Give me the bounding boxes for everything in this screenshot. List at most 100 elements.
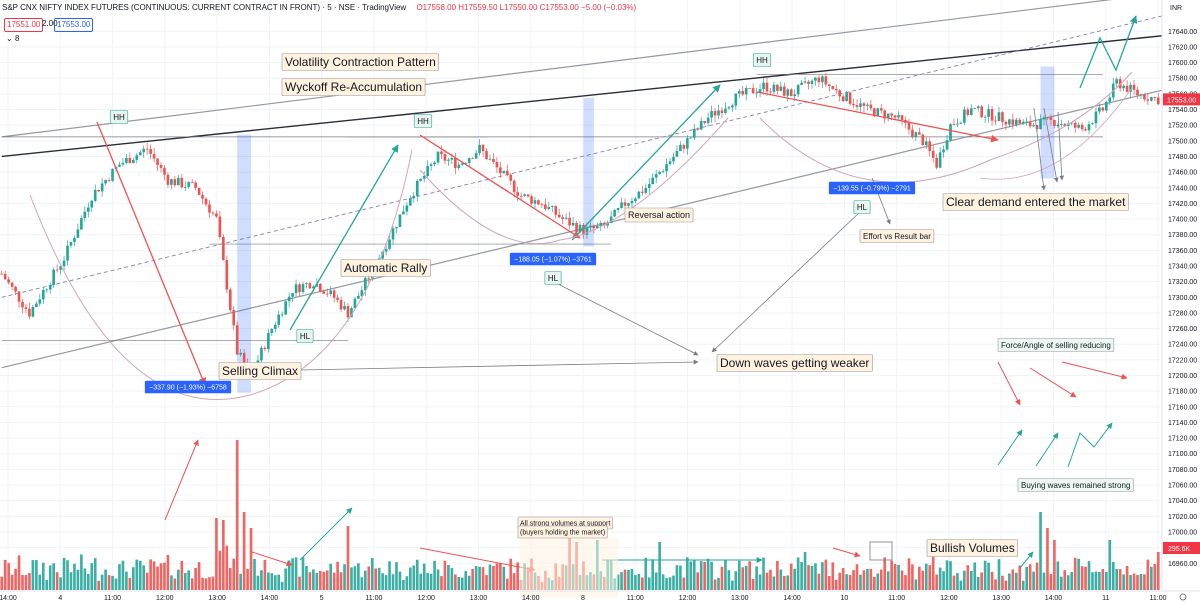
volume-bar <box>183 573 187 590</box>
automatic-rally-label: Automatic Rally <box>340 259 431 277</box>
candle-body <box>187 182 191 187</box>
time-tick-label: 13:00 <box>208 595 226 602</box>
candle-body <box>990 109 994 121</box>
indicator-toggle[interactable]: ⌄ 8 <box>4 33 21 45</box>
svg-text:−139.55 (−0.79%) −2791: −139.55 (−0.79%) −2791 <box>833 185 911 192</box>
candle-body <box>111 168 114 181</box>
candle-body <box>471 158 474 160</box>
candle-body <box>163 167 166 175</box>
price-tick-label: 16960.00 <box>1168 561 1197 568</box>
candle-body <box>841 96 845 102</box>
candle-body <box>623 202 627 206</box>
volume-bar <box>405 576 409 590</box>
candle-body <box>582 224 585 235</box>
candle-body <box>630 201 634 204</box>
candle-body <box>1046 117 1049 119</box>
range-box-2[interactable] <box>583 97 594 247</box>
range-box-3[interactable] <box>1040 66 1055 179</box>
resistance-line[interactable] <box>1 32 1189 158</box>
candle-body <box>661 171 665 173</box>
time-tick-label: 4 <box>58 595 62 602</box>
volume-bar <box>990 571 994 590</box>
volume-bar <box>744 565 748 590</box>
price-tick-label: 17600.00 <box>1168 60 1197 67</box>
candle-body <box>1143 94 1146 100</box>
volume-bar <box>776 560 779 590</box>
volume-bar <box>204 578 208 590</box>
volume-bar <box>440 576 443 590</box>
volume-bar <box>263 559 267 590</box>
candle-body <box>519 195 523 197</box>
candle-body <box>402 211 405 215</box>
candle-body <box>1077 124 1080 128</box>
volume-bar <box>145 572 149 590</box>
settings-gear-icon[interactable] <box>1179 593 1187 601</box>
volume-effort-box <box>869 541 893 561</box>
volume-bar <box>499 563 502 590</box>
volume-bar <box>866 569 869 590</box>
symbol-title[interactable]: S&P CNX NIFTY INDEX FUTURES (CONTINUOUS:… <box>2 3 407 12</box>
time-tick-label: 14:00 <box>261 595 279 602</box>
volume-bar <box>156 566 159 590</box>
volume-bar <box>983 560 987 590</box>
candle-body <box>786 89 790 96</box>
candle-body <box>467 158 471 163</box>
candle-body <box>502 170 506 174</box>
volume-bar <box>59 577 62 590</box>
volume-bar <box>686 557 689 590</box>
pivot-label-2: HH <box>413 114 433 128</box>
ask-price[interactable]: 17553.00 <box>54 18 94 32</box>
volume-bar <box>180 560 184 590</box>
bid-price[interactable]: 17551.00 <box>4 18 44 32</box>
upper-channel[interactable] <box>1 0 1189 138</box>
volume-bar <box>339 572 343 590</box>
volume-bar <box>35 559 38 590</box>
candle-body <box>457 164 461 168</box>
candle-body <box>1091 123 1094 125</box>
price-tick-label: 17220.00 <box>1168 357 1197 364</box>
volume-bar <box>1136 574 1139 590</box>
candle-body <box>886 113 890 119</box>
candle-body <box>540 204 544 206</box>
time-tick-label: 14:00 <box>0 595 17 602</box>
force-arrow-2 <box>1029 367 1077 398</box>
candle-body <box>793 94 797 97</box>
time-tick-label: 12:00 <box>679 595 697 602</box>
volume-bar <box>949 561 952 590</box>
candle-body <box>1080 124 1084 130</box>
candle-body <box>634 198 637 202</box>
channel-midline[interactable] <box>1 9 1189 298</box>
time-tick-label: 13:00 <box>992 595 1010 602</box>
svg-text:Bullish Volumes: Bullish Volumes <box>930 541 1015 555</box>
candle-body <box>561 217 565 219</box>
candle-body <box>166 174 170 185</box>
candle-body <box>834 88 838 91</box>
candle-body <box>460 163 464 165</box>
candle-body <box>526 194 530 197</box>
range-box-1[interactable] <box>237 134 252 393</box>
candle-body <box>142 148 146 153</box>
candle-body <box>1136 89 1139 96</box>
force-arrow-1 <box>997 361 1021 406</box>
candle-body <box>956 123 959 125</box>
volume-bar <box>696 572 700 590</box>
volume-bar <box>38 574 42 590</box>
volume-bar <box>1084 566 1087 590</box>
volume-bar <box>838 572 842 590</box>
volume-bar <box>1080 566 1084 590</box>
candle-body <box>1063 124 1067 127</box>
price-tick-label: 17100.00 <box>1168 451 1197 458</box>
candle-body <box>589 225 592 228</box>
volume-bar <box>641 577 644 590</box>
volume-bar <box>1046 528 1049 590</box>
candle-body <box>267 332 270 350</box>
volume-bar <box>942 571 945 590</box>
svg-text:−337.90 (−1.93%) −6758: −337.90 (−1.93%) −6758 <box>149 384 227 391</box>
candle-body <box>287 296 291 302</box>
candle-body <box>1070 122 1074 124</box>
candle-body <box>949 124 952 141</box>
volume-bar <box>467 575 471 590</box>
candle-body <box>959 122 963 124</box>
candle-body <box>980 106 983 118</box>
